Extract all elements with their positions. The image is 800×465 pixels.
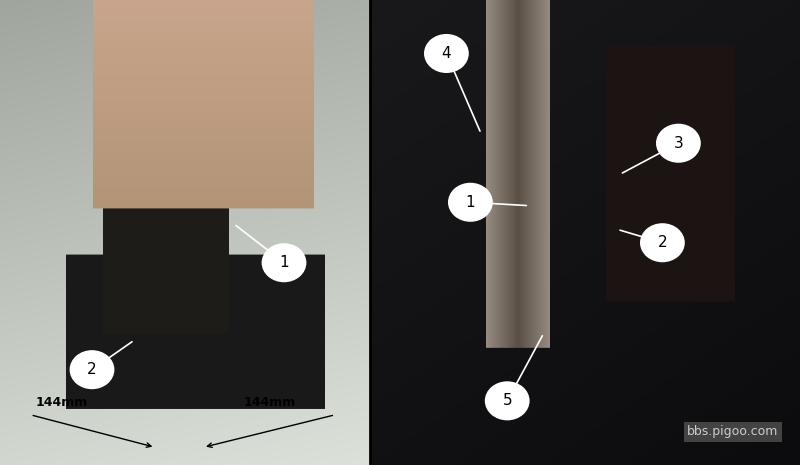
Text: 144mm: 144mm [243, 396, 296, 409]
Text: bbs.pigoo.com: bbs.pigoo.com [687, 425, 778, 438]
Ellipse shape [262, 243, 306, 282]
Text: 144mm: 144mm [35, 396, 88, 409]
Text: 4: 4 [442, 46, 451, 61]
Text: 5: 5 [502, 393, 512, 408]
Text: 2: 2 [658, 235, 667, 250]
Ellipse shape [70, 350, 114, 389]
Text: 1: 1 [466, 195, 475, 210]
Ellipse shape [485, 381, 530, 420]
Ellipse shape [448, 183, 493, 222]
Ellipse shape [640, 223, 685, 262]
Text: 1: 1 [279, 255, 289, 270]
Text: 2: 2 [87, 362, 97, 377]
Ellipse shape [656, 124, 701, 163]
Text: 3: 3 [674, 136, 683, 151]
Ellipse shape [424, 34, 469, 73]
